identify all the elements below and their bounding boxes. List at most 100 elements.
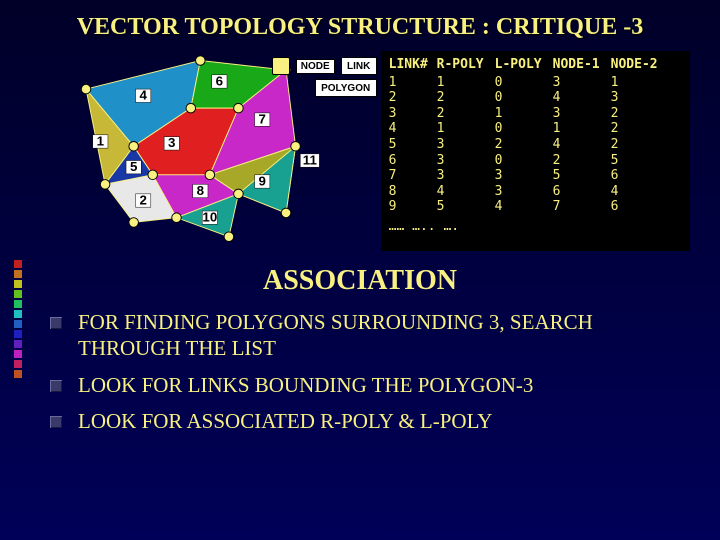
bullet-text: LOOK FOR LINKS BOUNDING THE POLYGON-3 bbox=[78, 372, 533, 398]
table-row: 41012 bbox=[389, 121, 682, 137]
table-row: 95476 bbox=[389, 199, 682, 215]
th-rpoly: R-POLY bbox=[437, 57, 495, 73]
deco-square bbox=[14, 310, 22, 318]
table-cell: 4 bbox=[553, 90, 611, 106]
table-row: 22043 bbox=[389, 90, 682, 106]
table-cell: 3 bbox=[553, 106, 611, 122]
table-cell: 3 bbox=[437, 153, 495, 169]
svg-text:1: 1 bbox=[97, 133, 105, 148]
upper-row: 1463758291011 NODE LINK POLYGON LINK# R-… bbox=[0, 51, 720, 251]
table-cell: 6 bbox=[553, 184, 611, 200]
table-cell: 1 bbox=[495, 106, 553, 122]
deco-square bbox=[14, 290, 22, 298]
deco-square bbox=[14, 340, 22, 348]
table-row: 73356 bbox=[389, 168, 682, 184]
bullet-icon bbox=[50, 416, 62, 428]
table-cell: 5 bbox=[389, 137, 437, 153]
legend-node-label: NODE bbox=[296, 59, 335, 74]
table-cell: 3 bbox=[437, 137, 495, 153]
bullet-item: FOR FINDING POLYGONS SURROUNDING 3, SEAR… bbox=[50, 309, 680, 362]
svg-text:2: 2 bbox=[139, 192, 146, 207]
bullet-icon bbox=[50, 317, 62, 329]
svg-text:11: 11 bbox=[303, 152, 318, 167]
table-cell: 2 bbox=[389, 90, 437, 106]
deco-square bbox=[14, 350, 22, 358]
table-cell: 3 bbox=[495, 184, 553, 200]
diagram: 1463758291011 NODE LINK POLYGON bbox=[30, 51, 371, 251]
table-cell: 5 bbox=[611, 153, 669, 169]
table-cell: 7 bbox=[389, 168, 437, 184]
table-cell: 3 bbox=[495, 168, 553, 184]
table-cell: 3 bbox=[553, 75, 611, 91]
table-cell: 6 bbox=[611, 199, 669, 215]
table-cell: 4 bbox=[495, 199, 553, 215]
table-cell: 0 bbox=[495, 75, 553, 91]
table-cell: 3 bbox=[437, 168, 495, 184]
table-cell: 2 bbox=[611, 106, 669, 122]
deco-square bbox=[14, 360, 22, 368]
svg-text:9: 9 bbox=[259, 173, 266, 188]
table-cell: 0 bbox=[495, 121, 553, 137]
table-cell: 2 bbox=[553, 153, 611, 169]
legend: NODE LINK POLYGON bbox=[272, 57, 377, 97]
table-cell: 1 bbox=[389, 75, 437, 91]
table-cell: 4 bbox=[437, 184, 495, 200]
th-lpoly: L-POLY bbox=[495, 57, 553, 73]
table-body: 1103122043321324101253242630257335684364… bbox=[389, 75, 682, 215]
th-node1: NODE-1 bbox=[553, 57, 611, 73]
table-cell: 4 bbox=[389, 121, 437, 137]
table-cell: 8 bbox=[389, 184, 437, 200]
table-cell: 3 bbox=[611, 90, 669, 106]
bullet-icon bbox=[50, 380, 62, 392]
table-cell: 0 bbox=[495, 90, 553, 106]
bullet-list: FOR FINDING POLYGONS SURROUNDING 3, SEAR… bbox=[0, 297, 720, 434]
table-cell: 5 bbox=[553, 168, 611, 184]
th-link: LINK# bbox=[389, 57, 437, 73]
table-cell: 2 bbox=[611, 121, 669, 137]
association-title: ASSOCIATION bbox=[0, 265, 720, 297]
table-cell: 2 bbox=[437, 106, 495, 122]
svg-text:3: 3 bbox=[168, 135, 175, 150]
bullet-text: FOR FINDING POLYGONS SURROUNDING 3, SEAR… bbox=[78, 309, 680, 362]
svg-text:4: 4 bbox=[139, 88, 147, 103]
table-cell: 6 bbox=[389, 153, 437, 169]
table-ellipsis: …… ….. …. bbox=[389, 219, 682, 235]
svg-text:7: 7 bbox=[259, 111, 266, 126]
bullet-item: LOOK FOR LINKS BOUNDING THE POLYGON-3 bbox=[50, 372, 680, 398]
deco-square bbox=[14, 300, 22, 308]
table-cell: 7 bbox=[553, 199, 611, 215]
table-cell: 5 bbox=[437, 199, 495, 215]
legend-node-swatch bbox=[272, 57, 290, 75]
legend-link-label: LINK bbox=[341, 57, 377, 75]
deco-square bbox=[14, 370, 22, 378]
link-table: LINK# R-POLY L-POLY NODE-1 NODE-2 110312… bbox=[381, 51, 690, 251]
table-header: LINK# R-POLY L-POLY NODE-1 NODE-2 bbox=[389, 57, 682, 73]
table-cell: 0 bbox=[495, 153, 553, 169]
deco-square bbox=[14, 260, 22, 268]
svg-text:5: 5 bbox=[130, 159, 138, 174]
deco-square bbox=[14, 270, 22, 278]
table-cell: 4 bbox=[611, 184, 669, 200]
table-row: 32132 bbox=[389, 106, 682, 122]
svg-text:10: 10 bbox=[202, 209, 217, 224]
table-cell: 3 bbox=[389, 106, 437, 122]
page-title: VECTOR TOPOLOGY STRUCTURE : CRITIQUE -3 bbox=[0, 0, 720, 41]
table-row: 53242 bbox=[389, 137, 682, 153]
table-cell: 1 bbox=[553, 121, 611, 137]
table-cell: 1 bbox=[611, 75, 669, 91]
table-cell: 9 bbox=[389, 199, 437, 215]
th-node2: NODE-2 bbox=[611, 57, 669, 73]
side-decoration bbox=[14, 260, 22, 378]
table-row: 11031 bbox=[389, 75, 682, 91]
deco-square bbox=[14, 280, 22, 288]
table-cell: 1 bbox=[437, 121, 495, 137]
svg-text:8: 8 bbox=[197, 183, 204, 198]
deco-square bbox=[14, 320, 22, 328]
deco-square bbox=[14, 330, 22, 338]
table-cell: 1 bbox=[437, 75, 495, 91]
bullet-item: LOOK FOR ASSOCIATED R-POLY & L-POLY bbox=[50, 408, 680, 434]
table-cell: 4 bbox=[553, 137, 611, 153]
table-row: 84364 bbox=[389, 184, 682, 200]
table-row: 63025 bbox=[389, 153, 682, 169]
svg-text:6: 6 bbox=[216, 73, 223, 88]
